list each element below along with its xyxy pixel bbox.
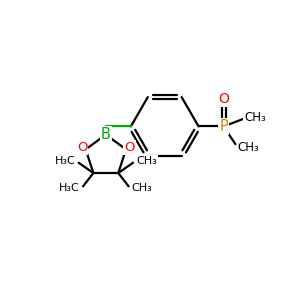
- Text: H₃C: H₃C: [59, 183, 80, 193]
- Text: H₃C: H₃C: [55, 156, 76, 166]
- Text: CH₃: CH₃: [132, 183, 152, 193]
- Text: P: P: [219, 119, 228, 134]
- Text: CH₃: CH₃: [136, 156, 157, 166]
- Text: O: O: [218, 92, 229, 106]
- Text: O: O: [77, 141, 87, 154]
- Text: CH₃: CH₃: [244, 111, 266, 124]
- Text: O: O: [124, 141, 135, 154]
- Text: B: B: [101, 127, 111, 142]
- Text: CH₃: CH₃: [238, 141, 260, 154]
